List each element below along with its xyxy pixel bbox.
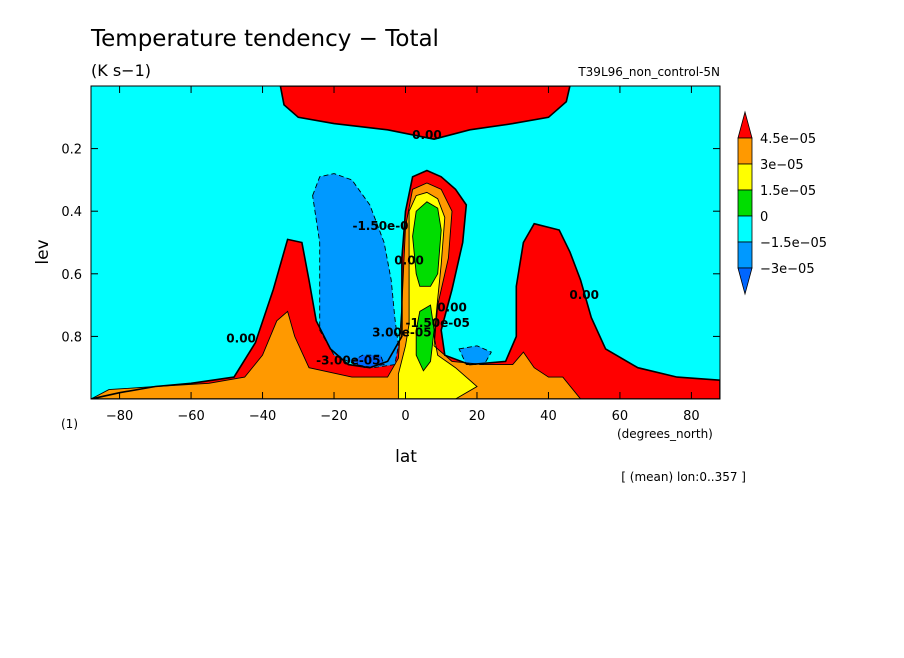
x-tick-label: 0 (401, 409, 409, 424)
colorbar-label: 4.5e−05 (760, 132, 816, 147)
field-region (351, 355, 385, 368)
field-region (280, 86, 570, 140)
contour-line (397, 191, 478, 399)
contour-line (351, 354, 385, 369)
colorbar-swatch (737, 110, 753, 139)
colorbar-swatch (737, 137, 753, 165)
contour-label: 0.00 (394, 253, 424, 267)
x-units-label: (degrees_north) (617, 427, 713, 441)
x-axis-label: lat (395, 447, 417, 467)
x-tick-label: 80 (683, 409, 700, 424)
run-label: T39L96_non_control-5N (577, 65, 720, 79)
field-region (416, 305, 435, 371)
x-tick-label: −20 (320, 409, 347, 424)
y-tick-label: 0.6 (61, 268, 82, 283)
x-tick-label: 20 (469, 409, 486, 424)
plot-area: 0.00 0.00 0.00 -1.50e-0 -3.00e-05 0.00 -1.50e-… (90, 85, 721, 400)
field-region (91, 183, 581, 399)
x-tick-label: −80 (106, 409, 133, 424)
field-region (312, 173, 399, 368)
chart-title: Temperature tendency − Total (90, 26, 439, 52)
contour-line (91, 182, 582, 399)
y-tick-label: 0.8 (61, 330, 82, 345)
contour-line (279, 86, 571, 141)
colorbar-label: 3e−05 (760, 158, 804, 173)
colorbar-label: −1.5e−05 (760, 236, 827, 251)
contour-line (458, 345, 492, 366)
contour-label: 3.00e-05 (372, 325, 431, 339)
chart-units: (K s−1) (91, 61, 151, 80)
colorbar-label: 0 (760, 210, 768, 225)
contour-label: 0.00 (412, 128, 442, 142)
y-units-label: (1) (61, 417, 78, 431)
x-tick-label: −40 (249, 409, 276, 424)
x-tick-label: 60 (612, 409, 629, 424)
contour-label: 0.00 (569, 288, 599, 302)
contour-label: 0.00 (437, 300, 467, 314)
colorbar-swatch (737, 267, 753, 296)
y-tick-label: 0.2 (61, 143, 82, 158)
contour-line (412, 201, 442, 287)
y-tick-label: 0.4 (61, 205, 82, 220)
y-axis-label: lev (33, 239, 53, 264)
field-region (459, 345, 492, 365)
x-tick-label: 40 (540, 409, 557, 424)
contour-line (415, 304, 435, 372)
contour-label: -3.00e-05 (316, 354, 380, 368)
colorbar-swatch (737, 163, 753, 191)
field-region (412, 201, 442, 287)
contour-line (91, 169, 720, 399)
colorbar-label: 1.5e−05 (760, 184, 816, 199)
x-tick-label: −60 (177, 409, 204, 424)
contour-label: -1.50e-0 (352, 219, 408, 233)
colorbar-swatch (737, 241, 753, 269)
contour-label: 0.00 (226, 332, 256, 346)
colorbar: 4.5e−05 3e−05 1.5e−05 0 −1.5e−05 −3e−05 (737, 110, 827, 296)
colorbar-label: −3e−05 (760, 262, 815, 277)
colorbar-swatch (737, 215, 753, 243)
averaging-note: [ (mean) lon:0..357 ] (621, 470, 746, 484)
contour-line (312, 173, 399, 369)
contour-label: -1.50e-05 (405, 316, 469, 330)
colorbar-swatch (737, 189, 753, 217)
